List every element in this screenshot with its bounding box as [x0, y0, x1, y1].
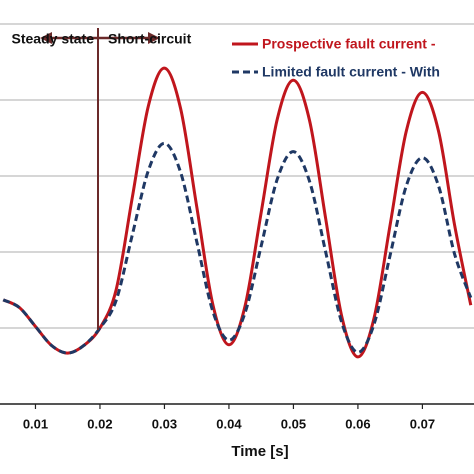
x-tick-label: 0.06: [345, 416, 370, 431]
annotation: Steady state: [12, 31, 95, 47]
legend-label: Limited fault current - With: [262, 64, 440, 80]
plot-lines: [2, 66, 473, 359]
series-line: [2, 66, 473, 359]
x-tick-label: 0.03: [152, 416, 177, 431]
x-tick-label: 0.04: [216, 416, 242, 431]
period-arrow: [40, 32, 160, 44]
x-tick-label: 0.07: [410, 416, 435, 431]
legend-label: Prospective fault current -: [262, 36, 436, 52]
x-tick-label: 0.01: [23, 416, 48, 431]
x-axis-label: Time [s]: [231, 443, 288, 460]
x-tick-label: 0.02: [87, 416, 112, 431]
annotation: Short-circuit: [108, 31, 192, 47]
legend: Prospective fault current - Limited fault…: [232, 36, 440, 80]
x-tick-label: 0.05: [281, 416, 306, 431]
grid: [0, 23, 474, 409]
series-line: [2, 141, 473, 355]
